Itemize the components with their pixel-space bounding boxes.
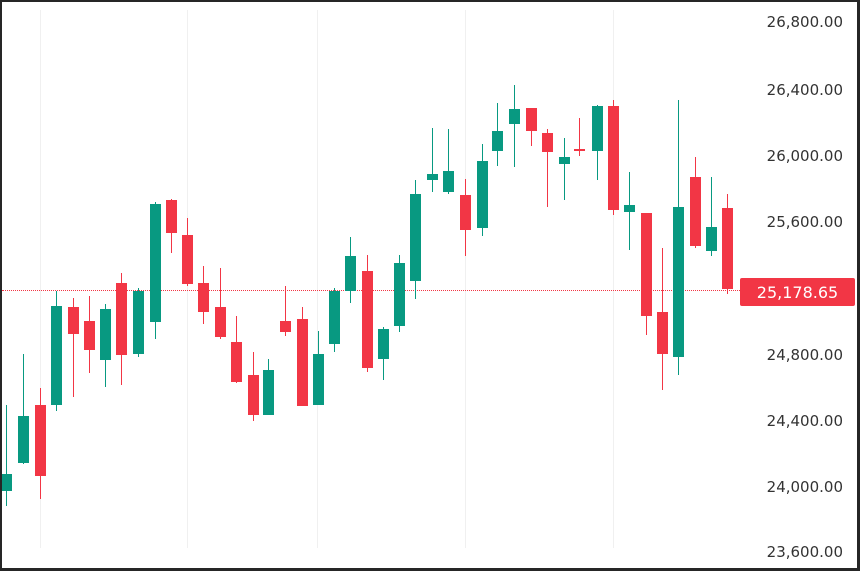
candle-body bbox=[133, 290, 144, 355]
candle-body bbox=[198, 282, 209, 313]
candle-wick bbox=[564, 137, 565, 201]
candle-wick bbox=[23, 353, 24, 465]
candle-wick bbox=[579, 117, 580, 156]
y-tick-24000: 24,000.00 bbox=[766, 478, 843, 496]
candle-body bbox=[150, 203, 161, 323]
candle-wick bbox=[432, 127, 433, 192]
y-tick-24400: 24,400.00 bbox=[766, 412, 843, 430]
candle-body bbox=[427, 173, 438, 181]
candle-body bbox=[84, 321, 95, 351]
candle-body bbox=[410, 193, 421, 282]
candle-body bbox=[313, 353, 324, 405]
candle-body bbox=[166, 200, 177, 234]
candle-body bbox=[657, 312, 668, 354]
y-tick-26800: 26,800.00 bbox=[766, 13, 843, 31]
vertical-gridline bbox=[317, 10, 318, 548]
candle-wick bbox=[285, 286, 286, 336]
vertical-gridline bbox=[465, 10, 466, 548]
candle-body bbox=[329, 290, 340, 344]
price-axis[interactable]: 26,800.00 26,400.00 26,000.00 25,600.00 … bbox=[740, 2, 857, 568]
candle-body bbox=[592, 106, 603, 151]
candle-body bbox=[526, 107, 537, 131]
candle-wick bbox=[6, 404, 7, 507]
plot-area[interactable] bbox=[2, 2, 740, 568]
candle-body bbox=[624, 205, 635, 212]
candle-body bbox=[559, 157, 570, 164]
candle-body bbox=[280, 320, 291, 333]
candle-body bbox=[362, 271, 373, 369]
candle-wick bbox=[547, 129, 548, 207]
y-tick-25600: 25,600.00 bbox=[766, 213, 843, 231]
candle-body bbox=[706, 226, 717, 252]
y-tick-26000: 26,000.00 bbox=[766, 147, 843, 165]
candle-body bbox=[608, 106, 619, 211]
candle-body bbox=[722, 208, 733, 290]
candle-body bbox=[394, 262, 405, 326]
candle-body bbox=[443, 170, 454, 192]
candle-body bbox=[641, 213, 652, 316]
candle-wick bbox=[711, 177, 712, 257]
candle-body bbox=[231, 342, 242, 382]
candle-body bbox=[509, 109, 520, 125]
candle-body bbox=[51, 305, 62, 405]
candle-body bbox=[182, 234, 193, 285]
candle-body bbox=[690, 177, 701, 247]
candle-wick bbox=[448, 129, 449, 194]
y-tick-24800: 24,800.00 bbox=[766, 346, 843, 364]
candle-wick bbox=[514, 84, 515, 168]
candle-wick bbox=[73, 297, 74, 397]
candle-body bbox=[18, 416, 29, 463]
vertical-gridline bbox=[40, 10, 41, 548]
candle-wick bbox=[220, 267, 221, 339]
candle-body bbox=[263, 370, 274, 415]
candle-body bbox=[297, 319, 308, 407]
y-tick-26400: 26,400.00 bbox=[766, 81, 843, 99]
current-price-badge: 25,178.65 bbox=[740, 278, 855, 306]
candle-body bbox=[492, 130, 503, 151]
candle-body bbox=[100, 309, 111, 361]
candle-body bbox=[248, 375, 259, 415]
candle-body bbox=[574, 149, 585, 152]
candle-body bbox=[2, 474, 12, 491]
candle-body bbox=[35, 404, 46, 476]
candle-body bbox=[116, 282, 127, 356]
candle-body bbox=[378, 328, 389, 359]
candle-body bbox=[477, 160, 488, 229]
y-tick-23600: 23,600.00 bbox=[766, 543, 843, 561]
candle-body bbox=[215, 307, 226, 338]
vertical-gridline bbox=[613, 10, 614, 548]
candle-body bbox=[542, 132, 553, 153]
candle-body bbox=[673, 206, 684, 357]
candle-body bbox=[460, 195, 471, 230]
candle-body bbox=[68, 306, 79, 334]
candle-body bbox=[345, 256, 356, 291]
